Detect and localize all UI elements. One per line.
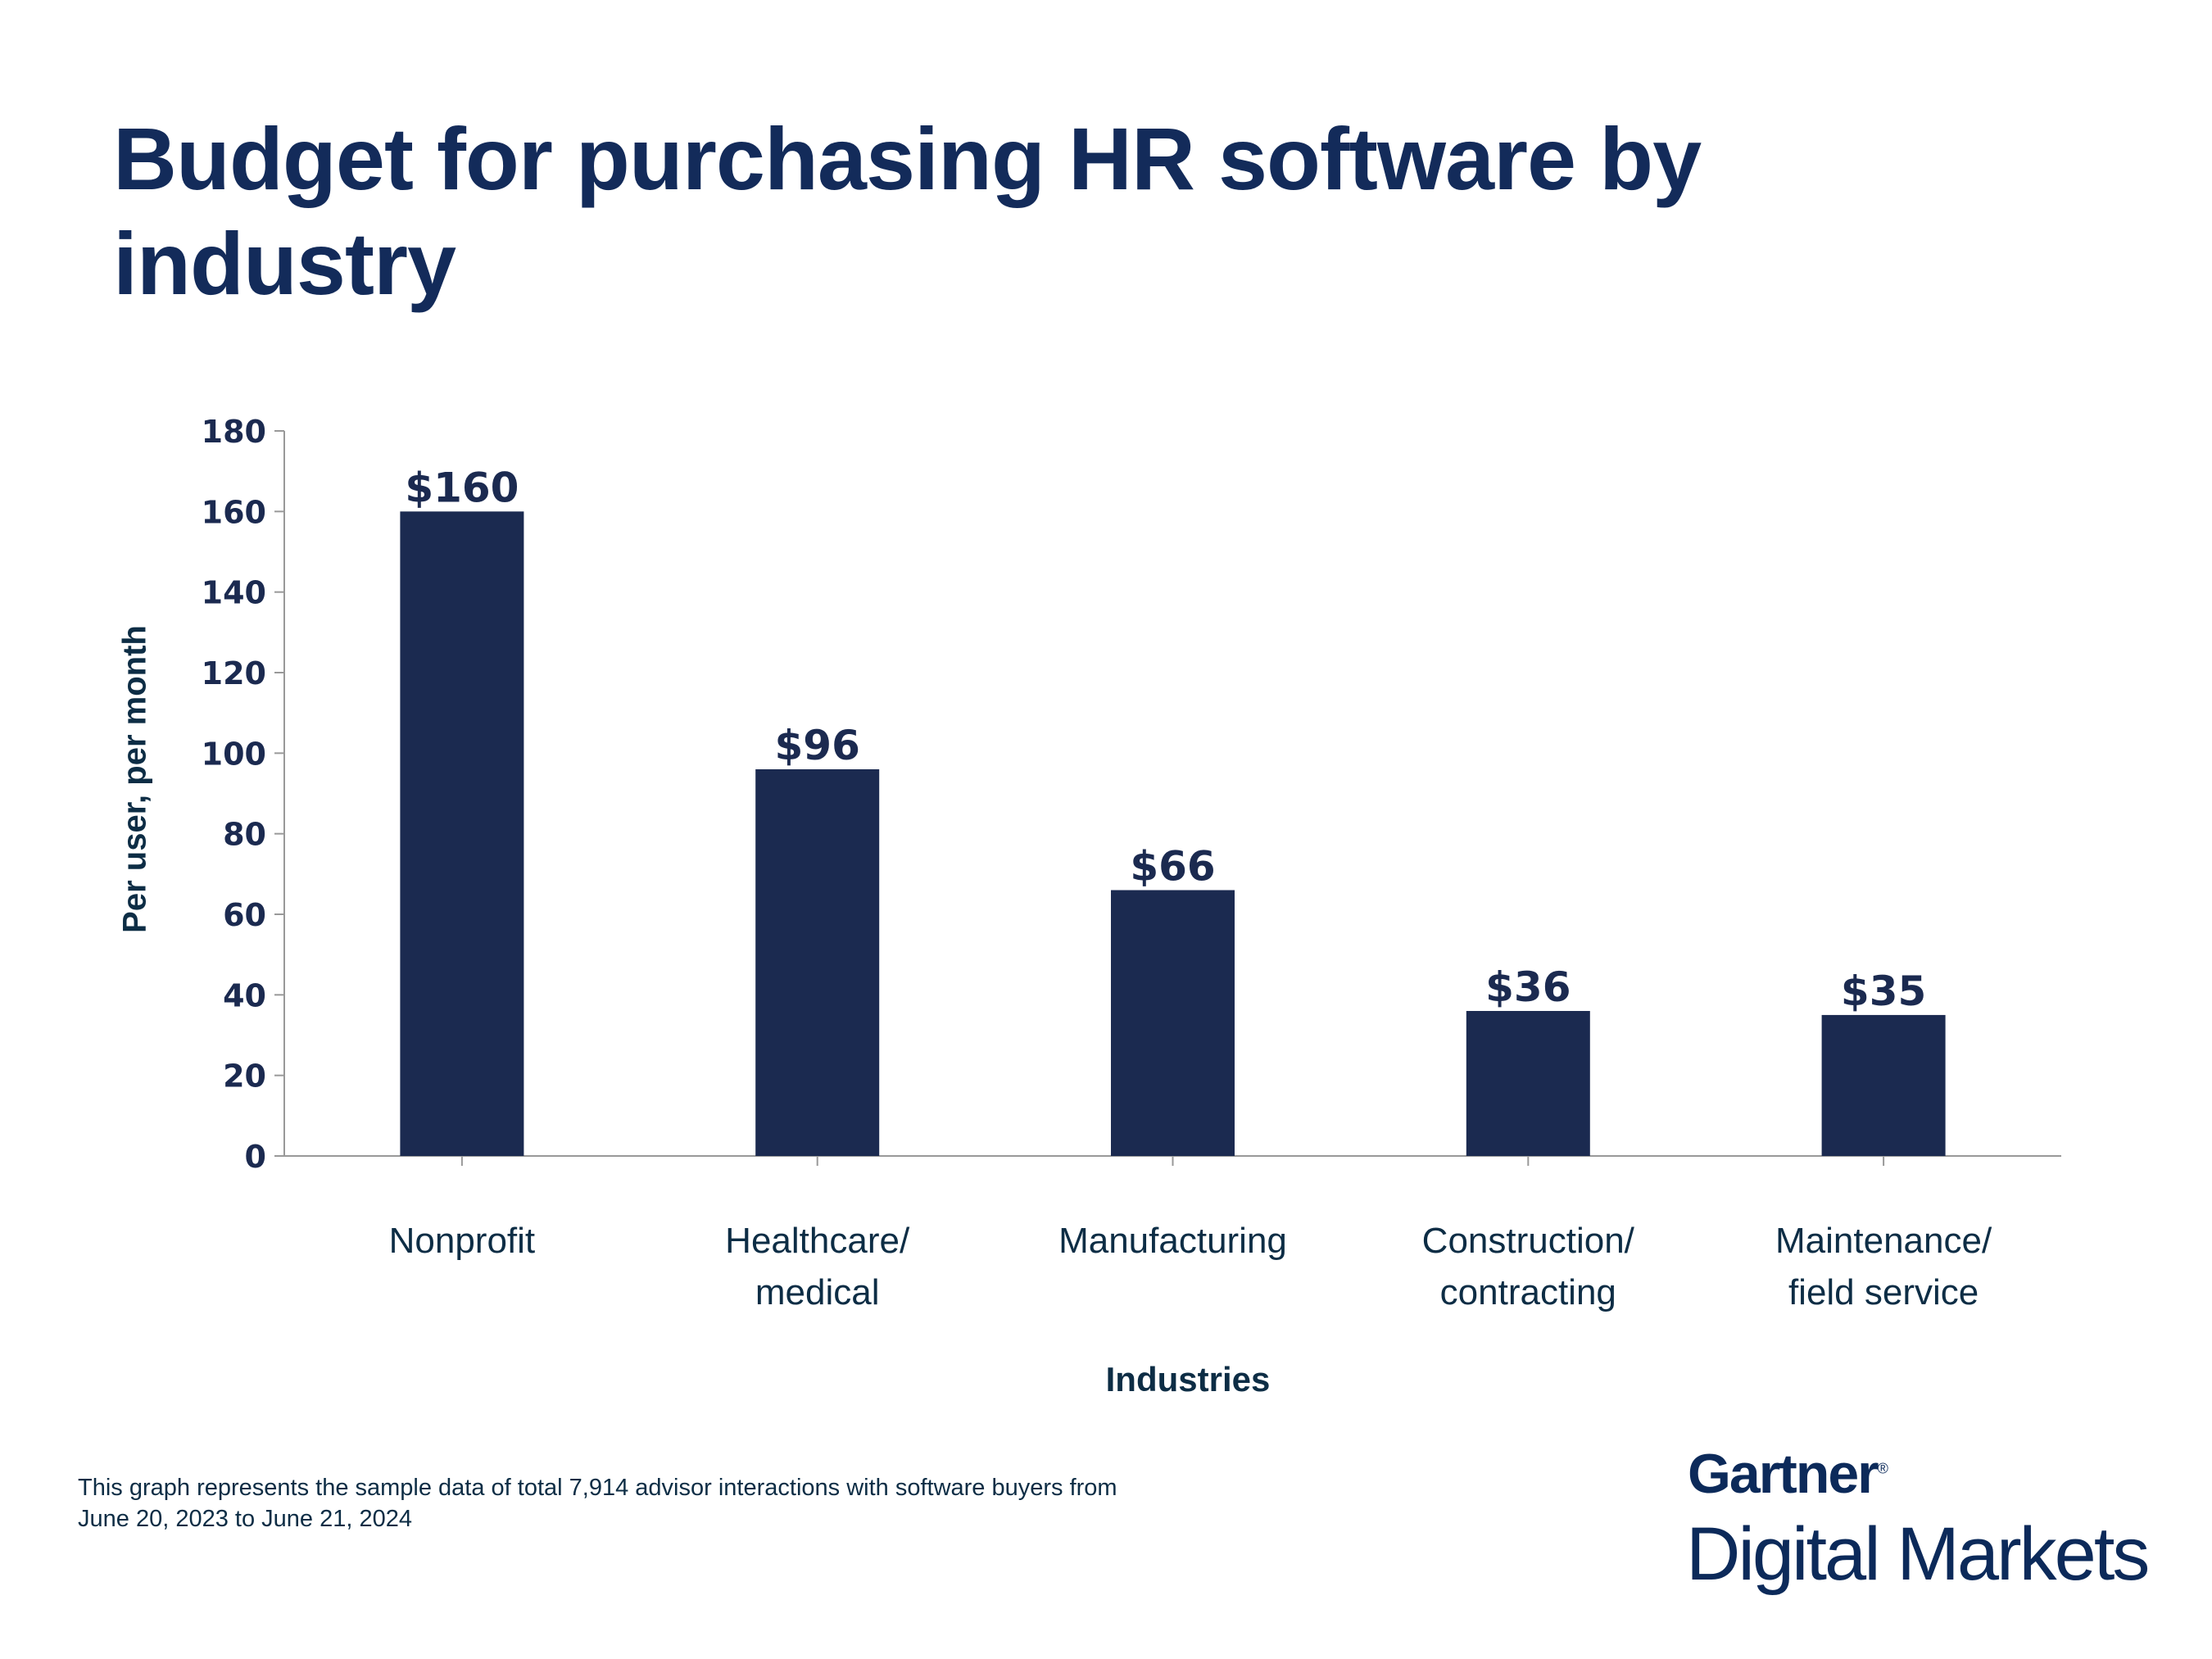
data-label: $160 (405, 464, 519, 511)
chart-title: Budget for purchasing HR software by ind… (113, 109, 1702, 313)
bar (1821, 1014, 1946, 1156)
y-tick-label: 180 (202, 414, 266, 450)
data-label: $36 (1485, 963, 1571, 1011)
y-tick-label: 0 (245, 1139, 266, 1175)
registered-mark: ® (1877, 1460, 1888, 1477)
y-axis-label: Per user, per month (116, 625, 153, 933)
category-label-line: field service (1788, 1272, 1979, 1312)
y-tick-label: 140 (202, 575, 266, 611)
bar (400, 511, 524, 1156)
category-label: Nonprofit (290, 1215, 634, 1267)
y-tick-label: 120 (202, 655, 266, 691)
y-tick-label: 80 (223, 817, 266, 853)
category-label-line: Maintenance/ (1775, 1221, 1992, 1261)
footnote-line: June 20, 2023 to June 21, 2024 (78, 1506, 412, 1532)
category-label-line: contracting (1439, 1272, 1616, 1312)
data-label: $96 (775, 722, 860, 769)
y-tick-label: 160 (202, 494, 266, 530)
data-label: $66 (1130, 843, 1215, 891)
x-axis-label: Industries (1105, 1360, 1271, 1398)
gartner-logo: Gartner® (1688, 1442, 1888, 1506)
digital-markets-logo: Digital Markets (1686, 1512, 2150, 1596)
logo-brand: Gartner (1688, 1443, 1879, 1505)
category-label: Construction/contracting (1356, 1215, 1700, 1318)
y-tick-label: 20 (223, 1058, 266, 1095)
bar (755, 769, 880, 1156)
category-label: Healthcare/medical (646, 1215, 990, 1318)
category-label-line: medical (755, 1272, 880, 1312)
bar (1111, 890, 1235, 1156)
category-label-line: Construction/ (1421, 1221, 1634, 1261)
footnote-line: This graph represents the sample data of… (78, 1475, 1117, 1501)
y-tick-label: 100 (202, 736, 266, 772)
data-label: $35 (1841, 968, 1926, 1015)
category-label-line: Nonprofit (388, 1221, 536, 1261)
category-label-line: Manufacturing (1058, 1221, 1287, 1261)
y-tick-label: 40 (223, 977, 266, 1013)
category-label: Maintenance/field service (1711, 1215, 2056, 1318)
y-tick-label: 60 (223, 897, 266, 933)
bar (1466, 1011, 1590, 1156)
footnote: This graph represents the sample data of… (78, 1472, 1307, 1534)
category-label: Manufacturing (1001, 1215, 1345, 1267)
category-label-line: Healthcare/ (725, 1221, 910, 1261)
